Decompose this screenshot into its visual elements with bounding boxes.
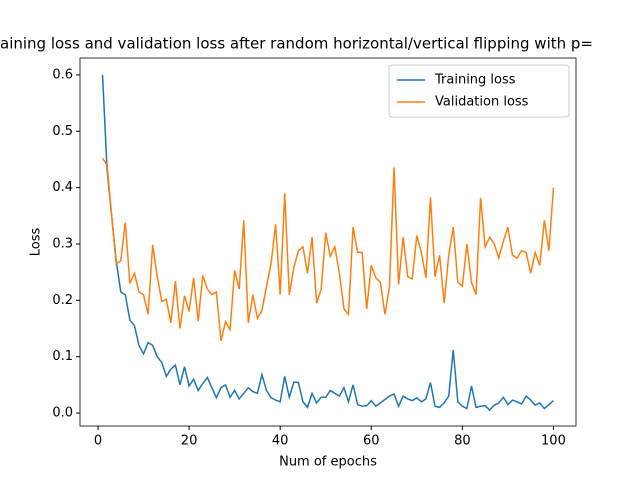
legend-label: Training loss <box>434 73 516 88</box>
x-tick-label: 60 <box>363 434 380 449</box>
legend-box <box>388 64 570 118</box>
y-tick-label: 0.3 <box>52 236 73 251</box>
line <box>101 74 554 412</box>
plot-frame <box>79 57 577 427</box>
y-tick-label: 0.4 <box>52 180 73 195</box>
x-tick-label: 40 <box>272 434 289 449</box>
x-axis-label: Num of epochs <box>279 455 377 470</box>
y-tick-label: 0.5 <box>52 124 73 139</box>
x-tick-label: 0 <box>94 434 102 449</box>
x-tick-label: 20 <box>181 434 198 449</box>
y-axis-label: Loss <box>29 228 44 257</box>
y-tick-label: 0.0 <box>52 406 73 421</box>
y-tick-label: 0.1 <box>52 349 73 364</box>
x-tick-label: 100 <box>541 434 566 449</box>
legend-label: Validation loss <box>435 95 529 110</box>
chart-title: aining loss and validation loss after ra… <box>0 35 593 53</box>
y-tick-label: 0.6 <box>52 67 73 82</box>
x-tick-label: 80 <box>454 434 471 449</box>
line <box>101 157 555 342</box>
y-tick-label: 0.2 <box>52 293 73 308</box>
